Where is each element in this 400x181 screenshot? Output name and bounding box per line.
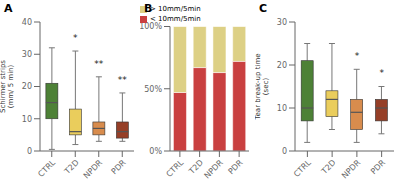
html-text:< 10mm/5min: < 10mm/5min bbox=[150, 15, 201, 23]
svg-text:NPDR: NPDR bbox=[203, 158, 226, 181]
svg-text:*: * bbox=[379, 68, 384, 78]
svg-text:**: ** bbox=[118, 75, 128, 85]
svg-text:0: 0 bbox=[282, 147, 287, 156]
svg-text:30: 30 bbox=[22, 50, 32, 59]
svg-text:20: 20 bbox=[22, 82, 32, 91]
svg-text:0%: 0% bbox=[149, 147, 162, 156]
svg-text:40: 40 bbox=[22, 18, 32, 27]
svg-text:Schirmer strips(mm/ 5 min): Schirmer strips(mm/ 5 min) bbox=[8, 60, 15, 113]
svg-text:50%: 50% bbox=[144, 85, 162, 94]
svg-text:10: 10 bbox=[22, 115, 32, 124]
svg-text:CTRL: CTRL bbox=[36, 158, 57, 179]
svg-text:NPDR: NPDR bbox=[340, 158, 363, 181]
svg-text:10: 10 bbox=[277, 104, 287, 113]
html-text:A: A bbox=[4, 2, 13, 15]
svg-text:PDR: PDR bbox=[226, 158, 244, 176]
svg-text:CTRL: CTRL bbox=[164, 158, 185, 179]
svg-text:30: 30 bbox=[277, 18, 287, 27]
svg-text:**: ** bbox=[94, 59, 104, 69]
svg-text:100%: 100% bbox=[140, 22, 162, 31]
svg-text:PDR: PDR bbox=[110, 158, 128, 176]
svg-text:*: * bbox=[355, 51, 360, 61]
html-text:B: B bbox=[144, 2, 153, 15]
svg-text:Tear break-up time(sec): Tear break-up time(sec) bbox=[255, 53, 270, 120]
svg-text:NPDR: NPDR bbox=[82, 158, 105, 181]
svg-text:T2D: T2D bbox=[62, 158, 80, 176]
svg-text:CTRL: CTRL bbox=[292, 158, 313, 179]
svg-text:20: 20 bbox=[277, 61, 287, 70]
svg-text:T2D: T2D bbox=[187, 158, 206, 176]
html-text:C: C bbox=[259, 2, 268, 15]
svg-text:0: 0 bbox=[27, 147, 32, 156]
svg-text:*: * bbox=[73, 33, 78, 43]
html-text:> 10mm/5min: > 10mm/5min bbox=[150, 5, 201, 13]
svg-text:T2D: T2D bbox=[319, 158, 337, 176]
svg-text:PDR: PDR bbox=[369, 158, 387, 176]
